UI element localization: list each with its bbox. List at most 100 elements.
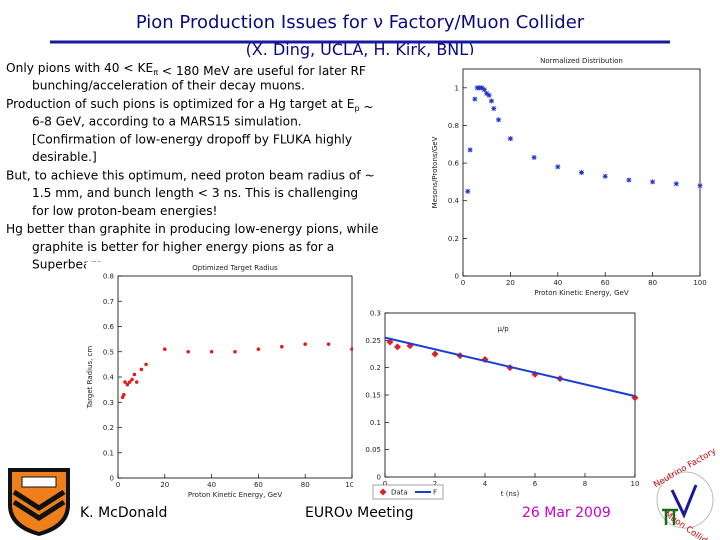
meeting: EUROν Meeting xyxy=(305,505,414,521)
text-run: bunching/acceleration of their decay muo… xyxy=(32,79,305,93)
bullet-line: 6-8 GeV, according to a MARS15 simulatio… xyxy=(32,115,302,129)
y-tick-label: 0.3 xyxy=(103,399,114,407)
point xyxy=(602,173,608,179)
legend-box xyxy=(372,484,444,500)
text-run: for low proton-beam energies! xyxy=(32,204,217,218)
x-tick-label: 2 xyxy=(433,480,437,488)
point xyxy=(394,343,401,351)
point xyxy=(130,377,134,382)
subscript: π xyxy=(153,68,158,77)
legend-label: Data xyxy=(391,489,408,497)
point xyxy=(256,347,261,352)
y-tick-label: 0.5 xyxy=(103,348,114,356)
chart-bg xyxy=(431,55,708,294)
x-tick-label: 20 xyxy=(506,279,515,287)
point xyxy=(531,154,537,160)
x-tick-label: 20 xyxy=(160,481,169,489)
x-tick-label: 80 xyxy=(301,481,310,489)
y-tick-label: 0.05 xyxy=(365,446,381,454)
point xyxy=(144,362,148,367)
chevrons xyxy=(12,489,66,521)
princeton-logo xyxy=(8,468,70,536)
author: K. McDonald xyxy=(80,505,167,521)
point xyxy=(697,183,703,189)
bullets: Only pions with 40 < KEπ < 180 MeV are u… xyxy=(6,61,378,272)
chart-bg xyxy=(353,299,643,495)
fit-line xyxy=(384,336,636,398)
point xyxy=(123,380,127,384)
point xyxy=(486,92,492,98)
point xyxy=(555,164,561,170)
point xyxy=(139,367,144,372)
y-tick-label: 0.6 xyxy=(103,323,115,331)
plot-frame xyxy=(462,68,701,277)
point xyxy=(303,342,308,346)
point xyxy=(484,90,490,96)
x-tick-label: 40 xyxy=(553,279,562,287)
y-tick-label: 0.25 xyxy=(365,337,381,345)
logo-nu xyxy=(670,484,698,519)
y-tick-label: 0.7 xyxy=(103,298,114,306)
point xyxy=(507,136,513,142)
text-run: 6-8 GeV, according to a MARS15 simulatio… xyxy=(32,115,302,129)
x-tick-label: 8 xyxy=(583,480,587,488)
point xyxy=(467,147,473,153)
y-tick-label: 0.4 xyxy=(103,374,115,382)
point xyxy=(491,106,497,112)
slide-title: Pion Production Issues for ν Factory/Muo… xyxy=(136,12,585,33)
y-tick-label: 0.8 xyxy=(448,122,459,130)
point xyxy=(673,181,679,187)
point xyxy=(127,380,132,384)
bullet-line: Production of such pions is optimized fo… xyxy=(6,97,374,114)
point xyxy=(125,382,130,387)
logo-pi xyxy=(662,508,678,525)
x-tick-label: 60 xyxy=(601,279,610,287)
chart: 0 20 40 60 80 100 0 0.1 0.2 0.3 0.4 0.5 0.6 0.7 0.8 Opt… xyxy=(86,262,360,499)
text-run: 1.5 mm, and bunch length < 3 ns. This is… xyxy=(32,186,358,200)
y-tick-label: 0.3 xyxy=(370,310,381,318)
point xyxy=(379,488,387,496)
x-axis-label: Proton Kinetic Energy, GeV xyxy=(188,491,283,499)
y-tick-label: 0.15 xyxy=(365,392,381,400)
y-tick-label: 0 xyxy=(455,273,459,281)
point xyxy=(163,347,167,352)
point xyxy=(350,347,354,352)
text-run: Production of such pions is optimized fo… xyxy=(6,97,354,111)
x-tick-label: 40 xyxy=(207,481,216,489)
bullet-line: Only pions with 40 < KEπ < 180 MeV are u… xyxy=(6,61,366,78)
book xyxy=(21,476,57,488)
logo-ring xyxy=(656,471,714,529)
y-tick-label: 0.2 xyxy=(103,424,114,432)
y-tick-label: 0.2 xyxy=(448,235,459,243)
text-run: ~ xyxy=(360,100,374,114)
point xyxy=(626,177,632,183)
point xyxy=(280,344,284,349)
y-tick-label: 0.8 xyxy=(103,273,114,281)
x-tick-label: 6 xyxy=(533,480,538,488)
point xyxy=(650,179,656,185)
point xyxy=(186,349,190,354)
x-tick-label: 4 xyxy=(483,480,488,488)
bullet-line: graphite is better for higher energy pio… xyxy=(32,240,334,254)
x-tick-label: 10 xyxy=(631,480,640,488)
slide-subtitle: (X. Ding, UCLA, H. Kirk, BNL) xyxy=(246,40,475,59)
point xyxy=(472,96,478,102)
bullet-line: desirable.] xyxy=(32,150,97,164)
point xyxy=(579,170,584,175)
bullet-line: for low proton-beam energies! xyxy=(32,204,217,218)
x-tick-label: 60 xyxy=(254,481,263,489)
legend-label: F xyxy=(433,489,437,497)
x-tick-label: 0 xyxy=(461,279,465,287)
text-run: graphite is better for higher energy pio… xyxy=(32,240,334,254)
bullet-line: But, to achieve this optimum, need proto… xyxy=(6,168,375,182)
text-run: But, to achieve this optimum, need proto… xyxy=(6,168,375,182)
bullet-line: 1.5 mm, and bunch length < 3 ns. This is… xyxy=(32,186,358,200)
x-axis-label: Proton Kinetic Energy, GeV xyxy=(534,289,629,297)
x-tick-label: 0 xyxy=(383,480,387,488)
point xyxy=(479,85,485,91)
point xyxy=(326,342,331,346)
annotation: μ/p xyxy=(498,325,510,333)
chart: 0 2 4 6 8 10 0 0.05 0.1 0.15 0.2 0.25 0.3 t (ns) μ/p Da… xyxy=(353,299,643,500)
bullet-line: bunching/acceleration of their decay muo… xyxy=(32,79,305,93)
